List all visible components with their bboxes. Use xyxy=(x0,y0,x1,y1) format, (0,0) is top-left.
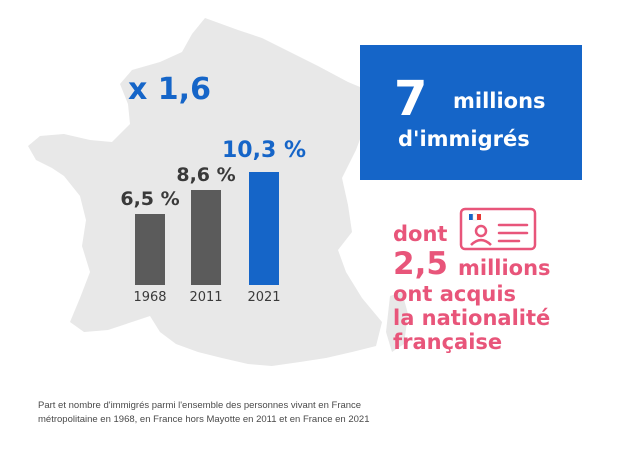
naturalized-millions: millions xyxy=(458,256,551,280)
footnote-line1: Part et nombre d'immigrés parmi l'ensemb… xyxy=(38,400,362,411)
bar-2021 xyxy=(249,171,279,285)
naturalized-number: 2,5 xyxy=(393,246,448,282)
bar-2011 xyxy=(191,190,221,285)
naturalized-line4: la nationalité xyxy=(393,306,551,330)
footnote: Part et nombre d'immigrés parmi l'ensemb… xyxy=(38,399,398,427)
value-label-2021: 10,3 % xyxy=(222,137,306,163)
immigrant-count-unit: millions xyxy=(453,89,546,113)
footnote-line2: métropolitaine en 1968, en France hors M… xyxy=(38,414,370,425)
naturalized-line5: française xyxy=(393,330,503,354)
category-label-2011: 2011 xyxy=(189,290,223,305)
naturalized-line3: ont acquis xyxy=(393,282,517,306)
value-label-1968: 6,5 % xyxy=(120,187,180,210)
bar-1968 xyxy=(135,213,165,285)
corsica-shape xyxy=(386,292,408,352)
category-label-2021: 2021 xyxy=(247,290,281,305)
naturalized-dont: dont xyxy=(393,222,448,246)
immigrant-count-box: 7 millions d'immigrés xyxy=(360,45,582,180)
growth-multiplier: x 1,6 xyxy=(128,72,211,107)
id-card-icon xyxy=(459,207,537,251)
immigrant-count-label: d'immigrés xyxy=(398,127,530,151)
immigrant-count-number: 7 xyxy=(394,71,428,127)
category-label-1968: 1968 xyxy=(133,290,167,305)
value-label-2011: 8,6 % xyxy=(176,164,236,187)
